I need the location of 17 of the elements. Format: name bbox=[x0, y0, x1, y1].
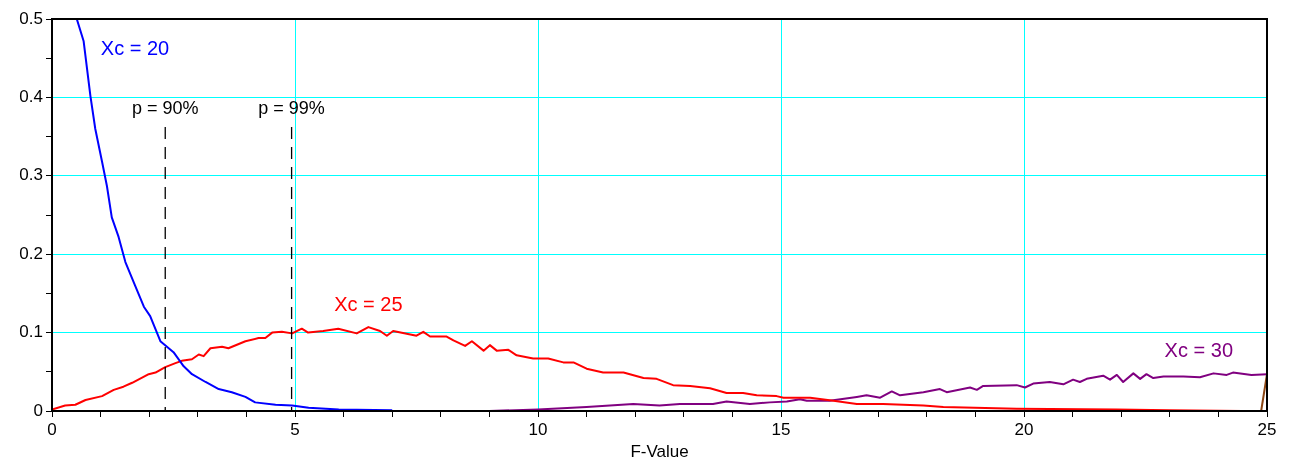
y-tick-label: 0.1 bbox=[19, 322, 43, 342]
series-label: Xc = 20 bbox=[100, 37, 170, 59]
y-tick-label: 0.2 bbox=[19, 243, 43, 263]
series-label: Xc = 30 bbox=[1164, 338, 1234, 361]
x-axis-title: F-Value bbox=[630, 442, 689, 462]
x-tick-label: 15 bbox=[771, 419, 791, 439]
y-tick-label: 0.4 bbox=[19, 87, 43, 107]
x-tick-label: 25 bbox=[1257, 419, 1277, 439]
y-tick-label: 0 bbox=[33, 400, 43, 420]
x-tick-label: 10 bbox=[528, 419, 548, 439]
x-tick-label: 20 bbox=[1014, 419, 1034, 439]
x-tick-label: 5 bbox=[290, 419, 300, 439]
series-label: Xc = 25 bbox=[334, 293, 403, 316]
x-tick-label: 0 bbox=[47, 419, 57, 439]
annotation: p = 90% bbox=[131, 98, 199, 118]
y-tick-label: 0.3 bbox=[19, 165, 43, 185]
y-tick-label: 0.5 bbox=[19, 8, 43, 28]
